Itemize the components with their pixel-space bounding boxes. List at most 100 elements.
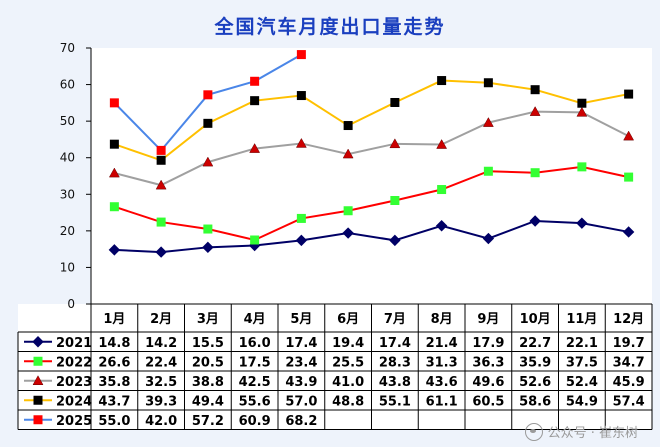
data-point-2022 (530, 168, 540, 178)
data-point-2021 (155, 246, 167, 258)
x-category-label: 12月 (613, 312, 644, 327)
table-cell-value: 49.4 (192, 394, 224, 409)
data-table-area (18, 304, 652, 430)
table-cell-value: 55.0 (98, 414, 130, 429)
table-cell-value: 58.6 (519, 394, 551, 409)
table-cell-value: 19.4 (332, 336, 364, 351)
table-cell-value: 42.0 (145, 414, 177, 429)
data-point-2021 (389, 234, 401, 247)
data-point-2024 (577, 98, 587, 108)
watermark-text: 公众号 · 崔东树 (547, 426, 638, 441)
data-point-2025 (203, 90, 213, 100)
data-point-2024 (343, 121, 353, 131)
data-point-2024 (203, 118, 213, 128)
table-cell-value: 17.4 (379, 336, 411, 351)
table-cell-value: 34.7 (613, 355, 645, 370)
data-point-2021 (342, 227, 354, 239)
data-point-2023 (529, 106, 541, 116)
data-point-2021 (108, 244, 121, 256)
wechat-icon (524, 422, 543, 441)
data-point-2021 (202, 241, 214, 254)
y-tick-label: 10 (60, 260, 75, 274)
watermark: 公众号 · 崔东树 (524, 422, 638, 441)
data-point-2023 (155, 179, 167, 190)
table-cell-value: 61.1 (426, 394, 458, 409)
data-point-2021 (435, 220, 448, 232)
table-cell-value: 55.6 (239, 394, 271, 409)
legend-label-2021: 2021 (56, 336, 92, 351)
data-point-2021 (576, 217, 588, 229)
data-point-2024 (624, 89, 634, 99)
table-cell-value: 57.4 (613, 394, 645, 409)
y-tick-label: 40 (60, 151, 75, 165)
data-point-2023 (576, 106, 588, 117)
table-cell-value: 17.9 (472, 336, 504, 351)
series-line-2023 (114, 110, 630, 187)
legend-marker-2021 (32, 336, 44, 348)
x-category-label: 10月 (520, 312, 551, 327)
table-cell-value: 32.5 (145, 375, 177, 390)
table-cell-value: 35.9 (519, 355, 551, 370)
data-point-2022 (109, 202, 119, 212)
table-cell-value: 43.8 (379, 375, 411, 390)
data-point-2024 (437, 76, 447, 86)
data-point-2023 (249, 143, 261, 153)
data-point-2022 (577, 162, 587, 172)
series-line-2024 (114, 79, 629, 162)
table-cell-value: 35.8 (98, 375, 130, 390)
legend-label-2022: 2022 (56, 355, 92, 370)
table-cell-value: 15.5 (192, 336, 224, 351)
table-cell-value: 52.6 (519, 375, 551, 390)
data-point-2023 (389, 138, 401, 149)
table-cell-value: 25.5 (332, 355, 364, 370)
table-cell-value: 22.1 (566, 336, 598, 351)
table-cell-value: 41.0 (332, 375, 364, 390)
y-tick-label: 50 (60, 114, 75, 128)
table-cell-value: 48.8 (332, 394, 364, 409)
data-point-2022 (296, 213, 306, 223)
table-cell-value: 22.7 (519, 336, 551, 351)
plot-area (91, 48, 652, 304)
table-cell-value: 43.9 (285, 375, 317, 390)
table-cell-value: 42.5 (239, 375, 271, 390)
y-tick-label: 30 (60, 187, 75, 201)
data-point-2023 (436, 139, 448, 149)
legend-marker-2024 (33, 395, 43, 405)
table-cell-value: 60.9 (239, 414, 271, 429)
table-cell-value: 22.4 (145, 355, 177, 370)
table-cell-value: 43.6 (426, 375, 458, 390)
data-point-2022 (390, 196, 400, 206)
table-cell-value: 14.8 (98, 336, 130, 351)
data-point-2023 (623, 130, 635, 141)
table-cell-value: 54.9 (566, 394, 598, 409)
x-category-label: 11月 (566, 312, 597, 327)
data-point-2025 (109, 98, 119, 108)
data-point-2023 (108, 167, 120, 178)
data-point-2021 (482, 232, 495, 245)
y-tick-label: 0 (67, 297, 75, 311)
x-category-label: 1月 (103, 312, 125, 327)
data-point-2022 (250, 235, 260, 245)
table-cell-value: 38.8 (192, 375, 224, 390)
x-category-label: 5月 (290, 312, 312, 327)
table-cell-value: 57.0 (285, 394, 317, 409)
table-cell-value: 57.2 (192, 414, 224, 429)
data-point-2024 (390, 97, 400, 107)
table-cell-value: 60.5 (472, 394, 504, 409)
y-tick-label: 20 (60, 224, 75, 238)
table-cell-value: 39.3 (145, 394, 177, 409)
legend-label-2025: 2025 (56, 414, 92, 429)
x-category-label: 4月 (244, 312, 266, 327)
data-point-2025 (296, 50, 306, 60)
table-cell-value: 68.2 (285, 414, 317, 429)
data-point-2022 (156, 217, 166, 227)
table-cell-value: 20.5 (192, 355, 224, 370)
data-point-2024 (483, 78, 493, 88)
x-category-label: 7月 (384, 312, 406, 327)
series-line-2022 (114, 165, 629, 242)
data-point-2022 (343, 206, 353, 216)
x-category-label: 9月 (477, 312, 499, 327)
series-line-2021 (114, 219, 629, 254)
x-category-label: 6月 (337, 312, 359, 327)
